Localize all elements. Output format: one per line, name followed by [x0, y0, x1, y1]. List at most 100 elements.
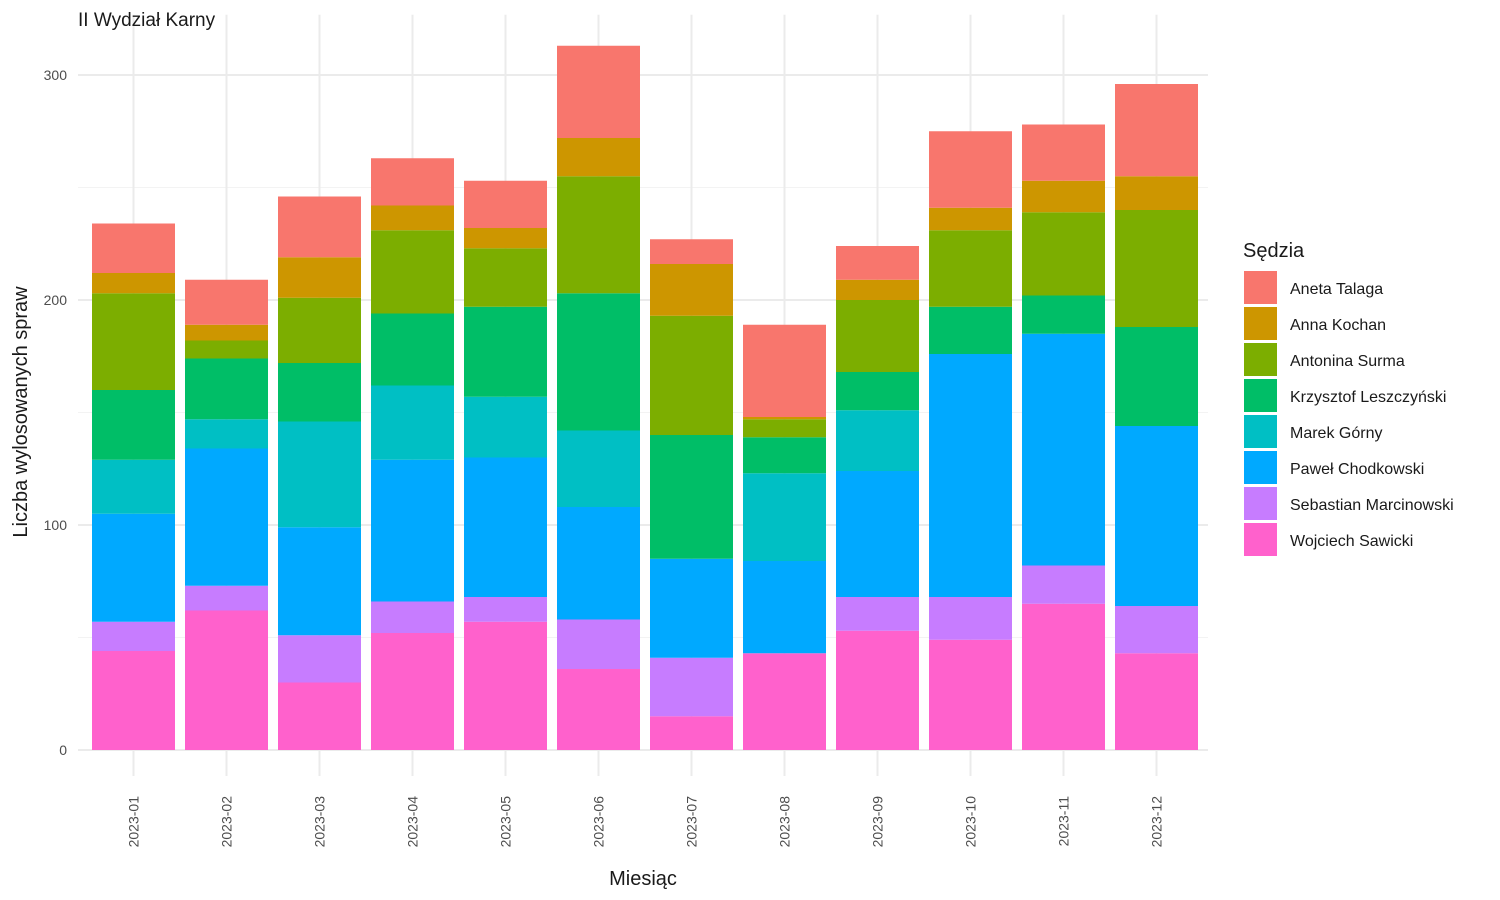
bar-segment — [743, 417, 826, 420]
bar-segment — [92, 390, 175, 460]
bar-segment — [557, 176, 640, 294]
y-axis-title: Liczba wylosowanych spraw — [10, 286, 32, 538]
bar-segment — [464, 248, 547, 307]
bar-segment — [557, 138, 640, 177]
bar-segment — [464, 396, 547, 458]
x-tick-label: 2023-05 — [498, 796, 514, 848]
bar-segment — [557, 669, 640, 750]
bar-segment — [371, 313, 454, 386]
bar-segment — [92, 223, 175, 273]
legend-title: Sędzia — [1243, 240, 1305, 262]
bar-segment — [836, 372, 919, 411]
bar-segment — [278, 257, 361, 298]
bar-segment — [464, 457, 547, 597]
bar-segment — [92, 651, 175, 750]
x-tick-label: 2023-12 — [1149, 796, 1165, 848]
bar-segment — [929, 597, 1012, 640]
bar-segment — [464, 180, 547, 228]
y-tick-label: 300 — [44, 67, 68, 83]
bar-segment — [836, 597, 919, 631]
x-axis-ticks: 2023-01 2023-02 2023-03 2023-04 2023-05 2023-… — [126, 796, 1165, 848]
chart-title: II Wydział Karny — [78, 10, 216, 31]
bar-segment — [1115, 426, 1198, 606]
x-tick-label: 2023-09 — [870, 796, 886, 848]
bar-segment — [185, 610, 268, 750]
bar-segment — [371, 385, 454, 460]
bar-segment — [1115, 653, 1198, 750]
bar-segment — [929, 354, 1012, 597]
bar-segment — [92, 273, 175, 294]
bar-segment — [278, 682, 361, 750]
bar-segment — [929, 207, 1012, 231]
x-tick-label: 2023-08 — [777, 796, 793, 848]
bar-segment — [278, 635, 361, 683]
bar-segment — [1115, 327, 1198, 426]
bar-segment — [650, 239, 733, 264]
bar-segment — [464, 306, 547, 397]
bar-segment — [1115, 176, 1198, 210]
y-axis-ticks: 0 100 200 300 — [44, 67, 68, 758]
x-tick-label: 2023-07 — [684, 796, 700, 848]
bar-segment — [557, 619, 640, 669]
y-tick-label: 0 — [59, 742, 67, 758]
bar-segment — [650, 264, 733, 316]
bar-segment — [371, 459, 454, 602]
bar-segment — [1022, 333, 1105, 566]
bars — [92, 45, 1198, 750]
legend-key — [1244, 487, 1277, 520]
bar-segment — [92, 513, 175, 622]
bar-segment — [1115, 84, 1198, 177]
bar-segment — [278, 196, 361, 258]
bar-segment — [1115, 606, 1198, 654]
bar-segment — [278, 297, 361, 363]
legend-key — [1244, 523, 1277, 556]
legend-label: Wojciech Sawicki — [1290, 533, 1413, 550]
bar-segment — [371, 205, 454, 231]
bar-segment — [836, 279, 919, 300]
bar-segment — [1022, 603, 1105, 750]
bar-segment — [464, 597, 547, 622]
y-tick-label: 200 — [44, 292, 68, 308]
bar-segment — [929, 131, 1012, 208]
bar-segment — [557, 293, 640, 431]
bar-segment — [743, 473, 826, 561]
legend-label: Krzysztof Leszczyński — [1290, 389, 1446, 406]
bar-segment — [836, 471, 919, 597]
bar-segment — [743, 419, 826, 438]
bar-segment — [929, 230, 1012, 307]
bar-segment — [371, 601, 454, 633]
bar-segment — [836, 246, 919, 280]
y-tick-label: 100 — [44, 517, 68, 533]
legend-key — [1244, 379, 1277, 412]
bar-segment — [1022, 565, 1105, 604]
bar-segment — [185, 358, 268, 420]
bar-segment — [1022, 180, 1105, 213]
legend: Sędzia Aneta Talaga Anna Kochan Antonina S… — [1243, 240, 1454, 556]
bar-segment — [743, 324, 826, 417]
bar-segment — [1022, 295, 1105, 334]
bar-segment — [278, 421, 361, 528]
bar-segment — [650, 315, 733, 435]
legend-key — [1244, 451, 1277, 484]
bar-segment — [929, 639, 1012, 750]
x-tick-label: 2023-01 — [126, 796, 142, 848]
bar-segment — [836, 300, 919, 372]
x-tick-label: 2023-10 — [963, 796, 979, 848]
bar-segment — [650, 657, 733, 717]
bar-segment — [185, 279, 268, 325]
bar-segment — [650, 558, 733, 658]
bar-segment — [743, 437, 826, 474]
bar-segment — [464, 621, 547, 750]
x-tick-label: 2023-04 — [405, 796, 421, 848]
bar-segment — [371, 230, 454, 314]
x-tick-label: 2023-03 — [312, 796, 328, 848]
x-axis-title: Miesiąc — [609, 868, 677, 890]
bar-segment — [464, 228, 547, 249]
bar-segment — [1022, 212, 1105, 296]
legend-label: Anna Kochan — [1290, 317, 1386, 334]
bar-segment — [743, 561, 826, 654]
bar-segment — [92, 293, 175, 390]
bar-segment — [1022, 124, 1105, 181]
bar-segment — [650, 435, 733, 559]
